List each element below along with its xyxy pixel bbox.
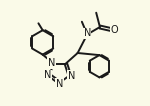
Text: N: N [56, 79, 63, 89]
Text: N: N [48, 58, 55, 68]
Text: N: N [44, 70, 51, 80]
Text: N: N [84, 28, 91, 38]
Text: N: N [68, 71, 75, 81]
Text: O: O [111, 25, 118, 35]
